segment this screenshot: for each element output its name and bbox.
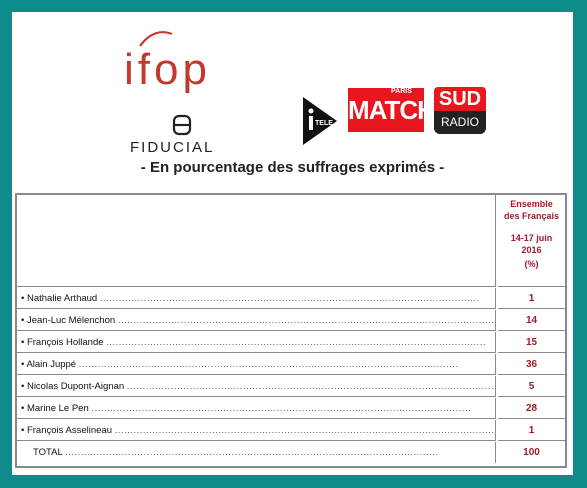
results-table: Ensemble des Français 14-17 juin 2016 (%… [15, 193, 567, 468]
ifop-logo: ifop [124, 45, 211, 94]
table-row: • François Hollande ....................… [17, 332, 565, 354]
row-value: 1 [498, 288, 565, 309]
fiducial-mark-icon [172, 114, 192, 136]
table-row-total: TOTAL ..................................… [17, 442, 565, 464]
header-line-1: Ensemble [510, 199, 553, 209]
paris-match-small-text: PARIS [391, 88, 412, 95]
table-row: • Marine Le Pen ........................… [17, 398, 565, 420]
leader-dots: ........................................… [117, 315, 496, 326]
row-value: 14 [498, 310, 565, 331]
table-header-column: Ensemble des Français 14-17 juin 2016 (%… [498, 195, 565, 287]
row-value: 36 [498, 354, 565, 375]
total-label: TOTAL [33, 447, 63, 458]
header-line-3: 14-17 juin [510, 233, 553, 243]
leader-dots: ........................................… [65, 447, 439, 458]
header-line-5: (%) [524, 259, 539, 269]
table-header-empty [17, 195, 496, 287]
document-frame: ifop FIDUCIAL TELE MATCH PARIS SUD RADIO… [12, 12, 573, 475]
row-value: 15 [498, 332, 565, 353]
row-value: 28 [498, 398, 565, 419]
row-value: 5 [498, 376, 565, 397]
leader-dots: ........................................… [78, 359, 459, 370]
leader-dots: ........................................… [114, 425, 495, 436]
table-row: • François Asselineau ..................… [17, 420, 565, 442]
ifop-swoosh-icon [139, 31, 173, 47]
row-label: • Nathalie Arthaud [21, 293, 98, 304]
header-line-2: des Français [503, 211, 560, 221]
table-row: • Nathalie Arthaud .....................… [17, 288, 565, 310]
itele-logo-icon: TELE [303, 97, 337, 145]
sud-radio-logo: SUD RADIO [434, 87, 486, 134]
leader-dots: ........................................… [99, 293, 480, 304]
paris-match-logo: MATCH [348, 88, 436, 132]
radio-text: RADIO [434, 111, 486, 134]
leader-dots: ........................................… [126, 381, 496, 392]
table-rows: • Nathalie Arthaud .....................… [17, 288, 565, 464]
total-value: 100 [523, 447, 540, 458]
page-subtitle: - En pourcentage des suffrages exprimés … [140, 159, 445, 176]
leader-dots: ........................................… [91, 403, 472, 414]
table-row: • Alain Juppé ..........................… [17, 354, 565, 376]
leader-dots: ........................................… [106, 337, 487, 348]
table-row: • Nicolas Dupont-Aignan ................… [17, 376, 565, 398]
table-row: • Jean-Luc Mélenchon ...................… [17, 310, 565, 332]
row-label: • François Hollande [21, 337, 104, 348]
sud-text: SUD [434, 87, 486, 111]
fiducial-logo: FIDUCIAL [130, 139, 215, 156]
row-label: • Alain Juppé [21, 359, 77, 370]
row-label: • Marine Le Pen [21, 403, 89, 414]
row-value: 1 [498, 420, 565, 441]
header-line-4: 2016 [521, 245, 542, 255]
row-label: • François Asselineau [21, 425, 112, 436]
row-label: • Jean-Luc Mélenchon [21, 315, 116, 326]
row-label: • Nicolas Dupont-Aignan [21, 381, 125, 392]
svg-text:TELE: TELE [315, 120, 333, 127]
